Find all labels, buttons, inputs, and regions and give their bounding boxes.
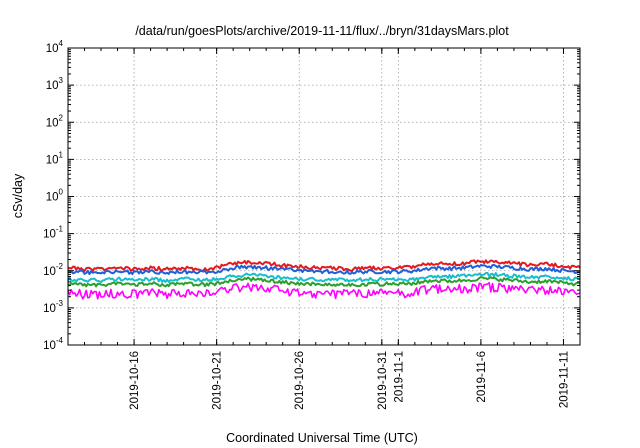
y-tick-exponent: 4	[59, 39, 64, 48]
y-tick-exponent: -1	[56, 225, 64, 234]
x-tick-label: 2019-11-1	[393, 351, 405, 403]
y-tick-label: 102	[46, 113, 64, 129]
series-line	[67, 276, 581, 288]
series-line	[67, 272, 581, 284]
y-tick-exponent: -3	[56, 299, 64, 308]
series-line	[67, 259, 581, 272]
y-tick-label: 10-4	[43, 336, 63, 352]
y-tick-base: 10	[43, 266, 56, 278]
x-axis: 2019-10-16 2019-10-21 2019-10-26 2019-10-31…	[67, 48, 581, 410]
x-tick-label: 2019-10-26	[294, 351, 306, 410]
y-tick-exponent: 2	[59, 113, 64, 122]
y-tick-exponent: 3	[59, 76, 64, 85]
grid-lines	[68, 48, 580, 345]
y-tick-base: 10	[46, 192, 59, 204]
x-tick-label: 2019-10-16	[129, 351, 141, 410]
y-tick-base: 10	[46, 117, 59, 129]
y-tick-label: 10-2	[43, 262, 63, 278]
y-tick-label: 103	[46, 76, 64, 92]
y-tick-label: 104	[46, 39, 64, 55]
y-axis-label: cSv/day	[11, 173, 25, 218]
y-tick-base: 10	[43, 303, 56, 315]
y-tick-exponent: 0	[59, 188, 64, 197]
series-line	[67, 264, 580, 276]
x-tick-label: 2019-11-6	[476, 351, 488, 403]
y-tick-exponent: -2	[56, 262, 64, 271]
x-tick-label: 2019-10-31	[377, 351, 389, 410]
y-tick-label: 10-3	[43, 299, 63, 315]
y-tick-label: 100	[46, 188, 64, 204]
y-tick-exponent: -4	[56, 336, 64, 345]
y-tick-base: 10	[46, 154, 59, 166]
y-tick-label: 10-1	[43, 225, 63, 241]
y-tick-base: 10	[43, 229, 56, 241]
series-line	[67, 281, 581, 300]
y-tick-base: 10	[46, 80, 59, 92]
series-group	[67, 259, 581, 300]
chart-title: /data/run/goesPlots/archive/2019-11-11/f…	[135, 24, 509, 38]
x-axis-label: Coordinated Universal Time (UTC)	[226, 431, 418, 445]
y-tick-base: 10	[43, 340, 56, 352]
x-tick-label: 2019-10-21	[212, 351, 224, 410]
y-tick-base: 10	[46, 43, 59, 55]
x-tick-label: 2019-11-11	[558, 351, 570, 408]
y-tick-label: 101	[46, 150, 64, 166]
y-tick-exponent: 1	[59, 150, 64, 159]
